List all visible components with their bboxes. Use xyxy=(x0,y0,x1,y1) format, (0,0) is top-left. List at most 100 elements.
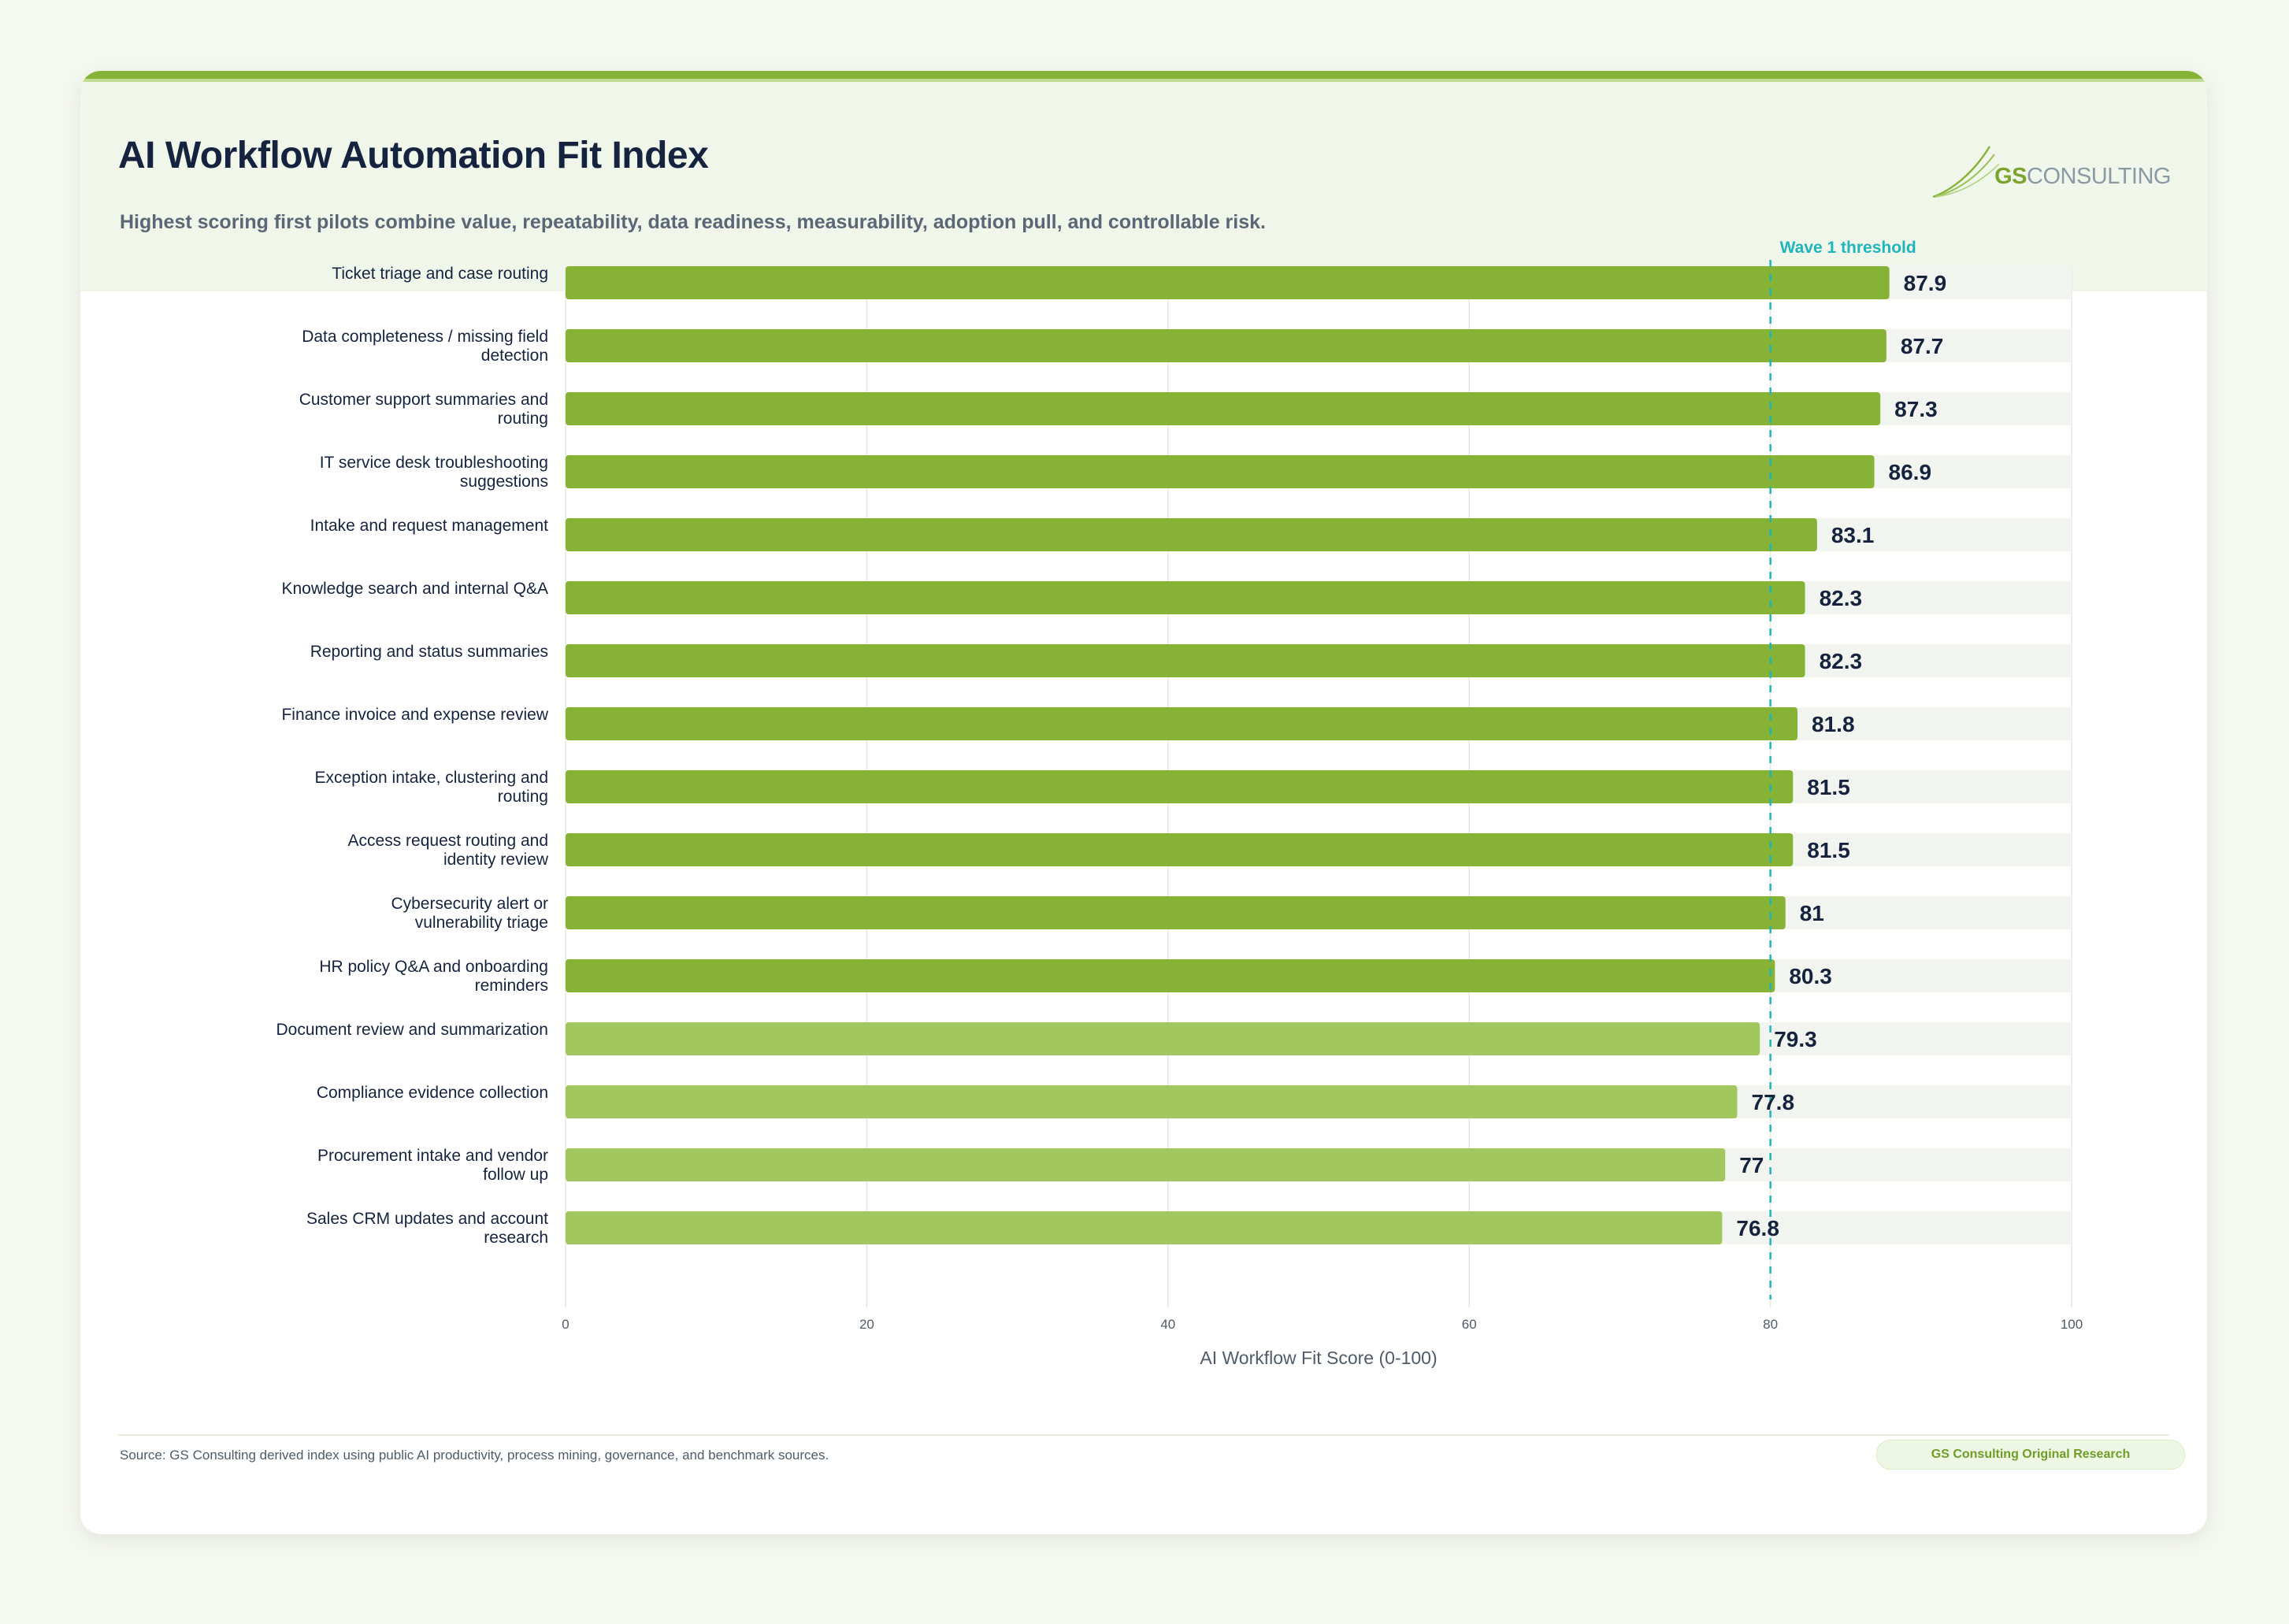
chart-subtitle: Highest scoring first pilots combine val… xyxy=(120,211,1266,233)
category-label-line: Ticket triage and case routing xyxy=(332,265,548,283)
data-label: 87.9 xyxy=(1904,271,1947,295)
bar xyxy=(566,581,1805,614)
bar xyxy=(566,959,1775,992)
threshold: Wave 1 threshold xyxy=(1769,239,1916,1300)
category-label-line: Knowledge search and internal Q&A xyxy=(281,580,548,598)
x-axis-title: AI Workflow Fit Score (0-100) xyxy=(1200,1348,1437,1368)
bar-chart: Wave 1 threshold 87.9 Ticket triage and c… xyxy=(276,239,2083,1368)
data-label: 81.5 xyxy=(1807,775,1850,799)
bar xyxy=(566,455,1875,488)
category-label-line: Exception intake, clustering and xyxy=(314,769,548,787)
data-label: 82.3 xyxy=(1820,586,1863,610)
data-label: 82.3 xyxy=(1820,649,1863,673)
x-tick-label: 80 xyxy=(1763,1317,1778,1332)
header-band xyxy=(80,71,2207,291)
threshold-label: Wave 1 threshold xyxy=(1780,239,1916,257)
category-label-line: Access request routing and xyxy=(348,832,548,850)
category-label-line: follow up xyxy=(483,1166,548,1184)
category-label: Sales CRM updates and account research xyxy=(306,1210,548,1247)
category-label-line: Intake and request management xyxy=(310,517,549,535)
category-label-line: IT service desk troubleshooting xyxy=(320,454,548,472)
data-label: 81 xyxy=(1800,901,1824,925)
category-label-line: Cybersecurity alert or xyxy=(391,895,548,913)
logo-brand-secondary: CONSULTING xyxy=(2027,164,2171,189)
gs-consulting-logo: GSCONSULTING xyxy=(1927,140,2171,203)
bar xyxy=(566,833,1794,866)
category-label-line: suggestions xyxy=(460,473,548,491)
x-tick-label: 40 xyxy=(1160,1317,1175,1332)
labels: 87.9 Ticket triage and case routing 87.7 Da… xyxy=(276,265,1947,1247)
category-label-line: Customer support summaries and xyxy=(299,391,548,409)
category-label-line: vulnerability triage xyxy=(415,914,548,932)
category-label-line: Compliance evidence collection xyxy=(317,1084,548,1102)
x-axis: 0 20 40 60 80 100 AI Workflow Fit Score (0-100… xyxy=(562,1317,2083,1368)
chart-card: AI Workflow Automation Fit Index Highest… xyxy=(80,71,2207,1534)
category-label: Document review and summarization xyxy=(276,1021,548,1039)
footer-divider xyxy=(118,1434,2169,1436)
x-tick-label: 20 xyxy=(859,1317,874,1332)
category-label: Access request routing and identity revie… xyxy=(348,832,549,869)
data-label: 81.5 xyxy=(1807,838,1850,862)
bars xyxy=(566,266,1890,1244)
category-label-line: reminders xyxy=(475,977,548,995)
category-label-line: detection xyxy=(481,347,548,365)
category-label-line: routing xyxy=(498,788,548,806)
category-label: Cybersecurity alert or vulnerability tria… xyxy=(391,895,548,932)
category-label: Intake and request management xyxy=(310,517,549,535)
bar xyxy=(566,392,1881,425)
category-label: Reporting and status summaries xyxy=(310,643,548,661)
category-label-line: routing xyxy=(498,410,548,428)
bar xyxy=(566,518,1817,551)
category-label: Customer support summaries and routing xyxy=(299,391,548,428)
data-label: 79.3 xyxy=(1774,1027,1817,1051)
bar xyxy=(566,644,1805,677)
category-label: Compliance evidence collection xyxy=(317,1084,548,1102)
source-note: Source: GS Consulting derived index usin… xyxy=(120,1448,829,1463)
data-label: 83.1 xyxy=(1831,523,1875,547)
x-tick-label: 100 xyxy=(2061,1317,2083,1332)
category-label: Data completeness / missing field detecti… xyxy=(302,328,548,365)
data-label: 76.8 xyxy=(1736,1216,1779,1240)
swoosh-icon xyxy=(1932,146,2000,198)
research-badge: GS Consulting Original Research xyxy=(1876,1440,2185,1470)
category-label-line: Data completeness / missing field xyxy=(302,328,548,346)
category-label-line: Reporting and status summaries xyxy=(310,643,548,661)
accent-bar xyxy=(80,71,2207,79)
bar xyxy=(566,1022,1760,1055)
category-label-line: research xyxy=(484,1229,548,1247)
category-label: Knowledge search and internal Q&A xyxy=(281,580,548,598)
category-label-line: Sales CRM updates and account xyxy=(306,1210,548,1228)
data-label: 77.8 xyxy=(1752,1090,1795,1114)
accent-bar-secondary xyxy=(80,79,2207,82)
category-label-line: identity review xyxy=(443,851,549,869)
data-label: 77 xyxy=(1739,1153,1764,1177)
x-tick-label: 0 xyxy=(562,1317,569,1332)
category-label: Exception intake, clustering and routing xyxy=(314,769,548,806)
x-tick-label: 60 xyxy=(1462,1317,1477,1332)
bar xyxy=(566,1211,1723,1244)
category-label: Procurement intake and vendor follow up xyxy=(317,1147,548,1184)
category-label-line: HR policy Q&A and onboarding xyxy=(319,958,548,976)
bar xyxy=(566,707,1798,740)
data-label: 86.9 xyxy=(1889,460,1932,484)
category-label: HR policy Q&A and onboarding reminders xyxy=(319,958,548,995)
chart-title: AI Workflow Automation Fit Index xyxy=(118,135,709,176)
data-label: 80.3 xyxy=(1789,964,1832,988)
data-label: 87.7 xyxy=(1901,334,1944,358)
bar xyxy=(566,1085,1738,1118)
category-label-line: Finance invoice and expense review xyxy=(281,706,548,724)
category-label: IT service desk troubleshooting suggestio… xyxy=(320,454,548,491)
category-label: Ticket triage and case routing xyxy=(332,265,548,283)
data-label: 87.3 xyxy=(1894,397,1938,421)
bar xyxy=(566,329,1886,362)
category-label-line: Document review and summarization xyxy=(276,1021,548,1039)
category-label-line: Procurement intake and vendor xyxy=(317,1147,548,1165)
bar xyxy=(566,896,1786,929)
bar xyxy=(566,266,1890,299)
logo-brand-primary: GS xyxy=(1994,164,2027,189)
data-label: 81.8 xyxy=(1812,712,1855,736)
bar xyxy=(566,1148,1726,1181)
bar xyxy=(566,770,1794,803)
logo-wordmark: GSCONSULTING xyxy=(1994,164,2171,190)
category-label: Finance invoice and expense review xyxy=(281,706,548,724)
